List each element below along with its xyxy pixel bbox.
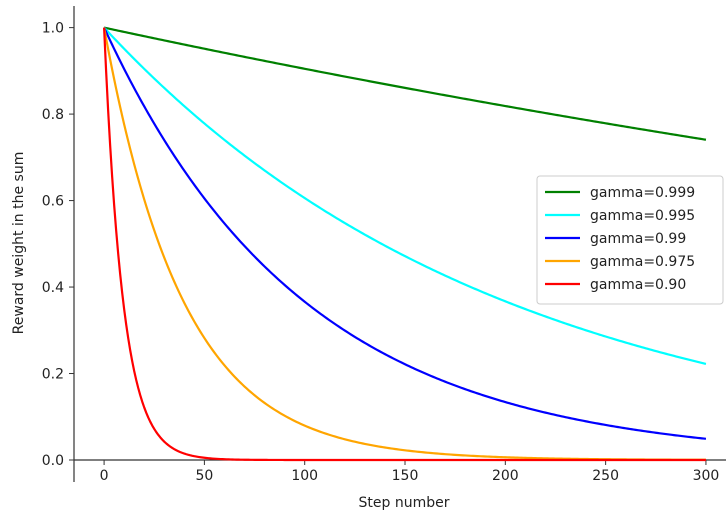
y-tick-label: 0.4	[42, 280, 64, 296]
series-line-gamma-0-90	[102, 27, 706, 462]
y-tick-label: 1.0	[42, 21, 64, 37]
legend-label: gamma=0.995	[590, 208, 695, 224]
x-axis-title: Step number	[359, 495, 450, 511]
legend-label: gamma=0.99	[590, 231, 686, 247]
x-tick-label: 50	[195, 468, 213, 484]
axis-labels: Step number Reward weight in the sum	[11, 152, 450, 511]
x-tick-label: 200	[492, 468, 519, 484]
x-tick-label: 0	[100, 468, 109, 484]
y-tick-label: 0.2	[42, 367, 64, 383]
y-axis-title: Reward weight in the sum	[11, 152, 27, 335]
legend-label: gamma=0.975	[590, 254, 695, 270]
y-tick-label: 0.0	[42, 453, 64, 469]
legend-label: gamma=0.999	[590, 185, 695, 201]
x-tick-label: 250	[592, 468, 619, 484]
legend: gamma=0.999 gamma=0.995 gamma=0.99 gamma=0.…	[536, 175, 724, 305]
series-line-gamma-0-995	[103, 26, 707, 365]
x-tick-label: 100	[291, 468, 318, 484]
x-tick-label: 150	[392, 468, 419, 484]
x-tick-label: 300	[693, 468, 720, 484]
series-line-gamma-0-999	[103, 26, 707, 141]
y-tick-label: 0.6	[42, 194, 64, 210]
legend-label: gamma=0.90	[590, 277, 686, 293]
ticks: 0 50 100 150 200 250 300 0.0 0.2 0.4 0.6 0.8 1.0	[42, 21, 720, 484]
legend-box	[536, 175, 724, 305]
y-tick-label: 0.8	[42, 107, 64, 123]
legend-items: gamma=0.999 gamma=0.995 gamma=0.99 gamma=0.…	[545, 185, 695, 293]
series-line-gamma-0-99	[103, 27, 707, 440]
series-lines	[102, 26, 707, 462]
